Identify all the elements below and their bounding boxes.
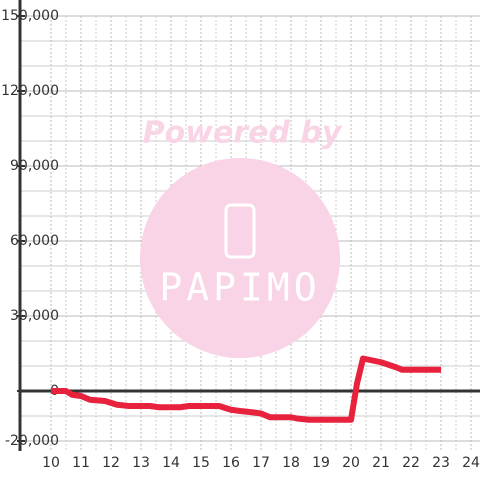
x-tick-label: 14 <box>162 455 180 471</box>
x-tick-label: 11 <box>72 455 90 471</box>
watermark: Powered by PAPIMO <box>140 116 343 358</box>
x-tick-label: 22 <box>402 455 420 471</box>
x-tick-label: 13 <box>132 455 150 471</box>
x-tick-label: 24 <box>462 455 480 471</box>
y-tick-label: 60,000 <box>10 233 59 249</box>
x-tick-label: 18 <box>282 455 300 471</box>
x-tick-label: 21 <box>372 455 390 471</box>
watermark-text: Powered by <box>143 116 343 151</box>
y-tick-label: 30,000 <box>10 308 59 324</box>
x-tick-label: 10 <box>42 455 60 471</box>
x-tick-label: 15 <box>192 455 210 471</box>
x-tick-label: 23 <box>432 455 450 471</box>
y-tick-label: 150,000 <box>1 8 59 24</box>
x-tick-label: 20 <box>342 455 360 471</box>
y-tick-label: -20,000 <box>5 433 59 449</box>
watermark-phone <box>224 203 256 259</box>
x-tick-label: 12 <box>102 455 120 471</box>
data-line <box>51 355 441 423</box>
watermark-logo: PAPIMO <box>159 266 320 310</box>
y-tick-label: 120,000 <box>1 83 59 99</box>
x-tick-label: 17 <box>252 455 270 471</box>
x-tick-label: 19 <box>312 455 330 471</box>
x-tick-label: 16 <box>222 455 240 471</box>
y-tick-label: 90,000 <box>10 158 59 174</box>
